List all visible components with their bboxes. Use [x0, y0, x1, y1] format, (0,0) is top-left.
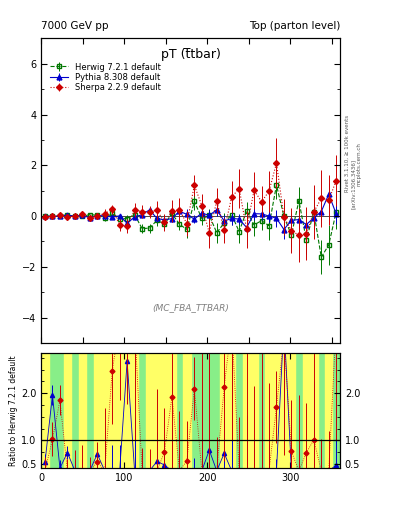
Bar [288, 353, 295, 468]
Bar [41, 353, 49, 468]
Text: Rivet 3.1.10, ≥ 100k events: Rivet 3.1.10, ≥ 100k events [345, 115, 350, 192]
Bar [123, 353, 131, 468]
Bar [250, 353, 258, 468]
Bar [116, 353, 123, 468]
Bar [153, 353, 161, 468]
Y-axis label: Ratio to Herwig 7.2.1 default: Ratio to Herwig 7.2.1 default [9, 355, 18, 466]
Bar [183, 353, 191, 468]
Bar [101, 353, 108, 468]
Bar [273, 353, 280, 468]
Bar [146, 353, 153, 468]
Bar [220, 353, 228, 468]
Bar [94, 353, 101, 468]
Bar [64, 353, 71, 468]
Text: Top (parton level): Top (parton level) [248, 21, 340, 31]
Text: [arXiv:1306.3436]: [arXiv:1306.3436] [351, 159, 356, 209]
Bar [303, 353, 310, 468]
Bar [79, 353, 86, 468]
Bar [131, 353, 138, 468]
Text: 7000 GeV pp: 7000 GeV pp [41, 21, 109, 31]
Text: (MC_FBA_TTBAR): (MC_FBA_TTBAR) [152, 304, 229, 312]
Bar [325, 353, 332, 468]
Bar [265, 353, 273, 468]
Bar [161, 353, 168, 468]
Bar [228, 353, 235, 468]
Bar [310, 353, 318, 468]
Legend: Herwig 7.2.1 default, Pythia 8.308 default, Sherpa 2.2.9 default: Herwig 7.2.1 default, Pythia 8.308 defau… [48, 61, 163, 94]
Bar [108, 353, 116, 468]
Text: pT (t̅tbar): pT (t̅tbar) [161, 48, 220, 60]
Text: mcplots.cern.ch: mcplots.cern.ch [356, 142, 361, 186]
Bar [280, 353, 288, 468]
Bar [243, 353, 250, 468]
Bar [168, 353, 176, 468]
